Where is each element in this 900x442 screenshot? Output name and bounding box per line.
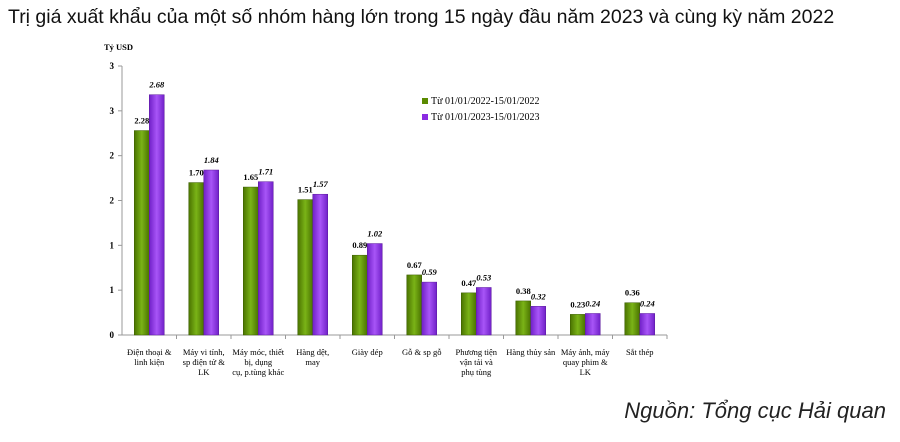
bar-2023	[203, 169, 219, 336]
bar-2022	[461, 292, 477, 336]
y-tick-label: 1	[110, 240, 115, 250]
x-tick-label: vận tải và	[460, 357, 493, 367]
y-axis-label: Tỷ USD	[104, 42, 133, 52]
x-tick-label: sp điện tử &	[183, 357, 226, 367]
bar-2023	[149, 94, 165, 336]
x-tick-label: Điện thoại &	[127, 347, 172, 357]
bar-2023	[476, 287, 492, 336]
bar-2023	[639, 313, 655, 336]
x-tick-label: Máy vi tính,	[183, 347, 225, 357]
bar-2022	[243, 186, 259, 336]
bar-2022	[297, 199, 313, 336]
x-tick-label: phụ tùng	[461, 367, 492, 377]
legend-swatch	[422, 98, 428, 104]
bar-2023	[421, 281, 437, 336]
x-tick-label: Hàng dệt,	[296, 347, 329, 357]
bar-2022	[352, 254, 368, 336]
bar-2022	[624, 302, 640, 336]
x-tick-label: linh kiện	[134, 357, 165, 367]
x-tick-label: Phương tiện	[456, 347, 498, 357]
y-tick-label: 2	[110, 196, 115, 206]
data-label: 0.59	[422, 267, 438, 277]
data-label: 0.32	[531, 291, 547, 301]
data-label: 0.67	[407, 260, 423, 270]
data-label: 0.47	[461, 278, 477, 288]
x-tick-label: may	[305, 357, 320, 367]
x-tick-label: Sắt thép	[626, 347, 654, 357]
data-label: 2.68	[148, 80, 165, 90]
data-label: 0.38	[516, 286, 531, 296]
source-note: Nguồn: Tổng cục Hải quan	[624, 398, 886, 423]
chart-title: Trị giá xuất khẩu của một số nhóm hàng l…	[8, 6, 835, 28]
data-label: 1.65	[243, 172, 258, 182]
y-tick-label: 0	[110, 330, 115, 340]
y-tick-label: 3	[110, 61, 115, 71]
x-tick-label: cụ, p.tùng khác	[232, 367, 284, 377]
data-label: 0.53	[476, 272, 492, 282]
x-tick-label: LK	[198, 367, 210, 377]
x-tick-label: Giày dép	[352, 347, 383, 357]
bar-2022	[570, 314, 586, 336]
bar-2023	[585, 313, 601, 336]
legend-swatch	[422, 114, 428, 120]
x-tick-label: Máy ảnh, máy	[561, 347, 611, 357]
data-label: 0.24	[640, 298, 655, 308]
x-tick-label: Máy móc, thiết	[232, 347, 284, 357]
bar-2022	[188, 182, 204, 336]
data-label: 1.51	[298, 185, 313, 195]
data-label: 2.28	[134, 116, 149, 126]
x-tick-label: quay phim &	[563, 357, 608, 367]
bar-2023	[530, 306, 546, 336]
x-tick-label: Hàng thủy sản	[506, 347, 556, 357]
bar-2022	[406, 274, 422, 336]
y-tick-label: 3	[110, 106, 115, 116]
bar-2023	[258, 181, 274, 336]
data-label: 1.70	[189, 168, 204, 178]
x-tick-label: Gỗ & sp gỗ	[402, 347, 441, 357]
x-tick-label: LK	[580, 367, 592, 377]
data-label: 1.84	[204, 155, 219, 165]
bar-2022	[134, 130, 150, 336]
bar-2023	[312, 193, 328, 336]
data-label: 1.02	[367, 229, 383, 239]
data-label: 0.24	[585, 298, 600, 308]
data-label: 1.71	[258, 167, 273, 177]
data-label: 0.36	[625, 288, 640, 298]
y-tick-label: 1	[110, 285, 115, 295]
x-tick-label: bị, dụng	[244, 357, 273, 367]
y-tick-label: 2	[110, 151, 115, 161]
data-label: 0.89	[352, 240, 367, 250]
bar-2022	[515, 300, 531, 336]
data-label: 1.57	[313, 179, 329, 189]
bar-2023	[367, 243, 383, 336]
legend-label: Từ 01/01/2023-15/01/2023	[431, 112, 539, 123]
data-label: 0.23	[570, 299, 585, 309]
legend-label: Từ 01/01/2022-15/01/2022	[431, 96, 539, 107]
